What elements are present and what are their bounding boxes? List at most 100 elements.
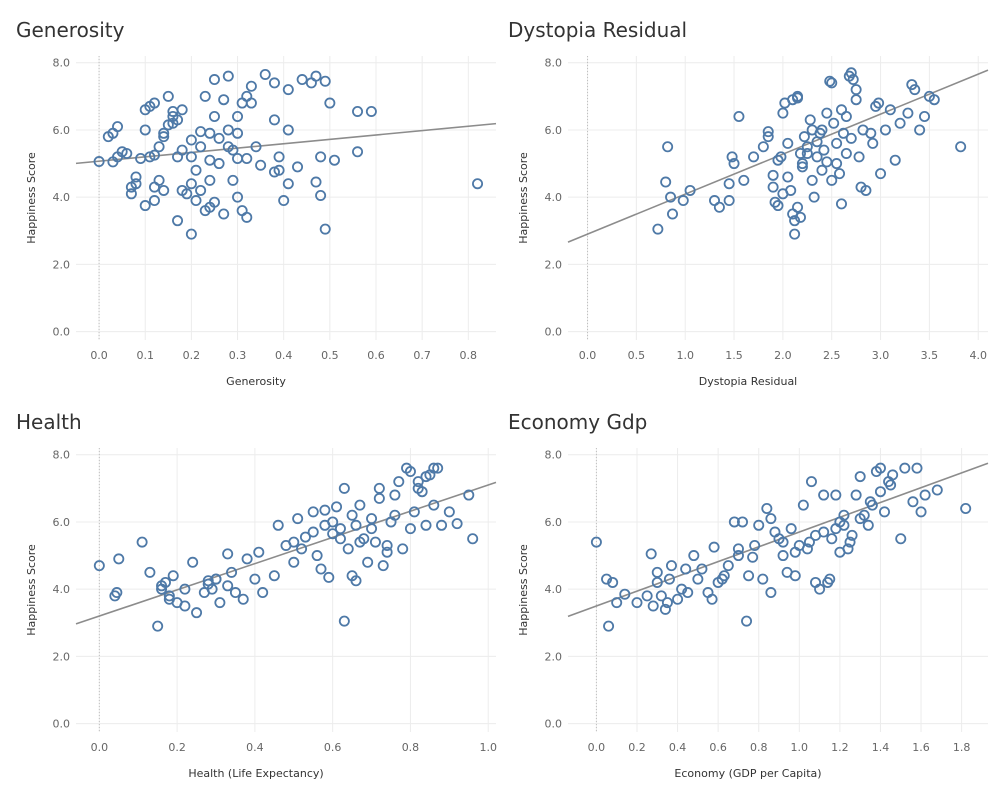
data-point xyxy=(732,550,744,562)
data-point xyxy=(420,519,432,531)
trend-line xyxy=(75,481,497,625)
data-point xyxy=(830,523,842,535)
data-point xyxy=(213,132,225,144)
data-point xyxy=(253,546,265,558)
data-point xyxy=(292,513,304,525)
data-point xyxy=(381,546,393,558)
data-point xyxy=(241,211,253,223)
data-point xyxy=(831,137,843,149)
x-tick-label: 1.0 xyxy=(676,349,694,362)
x-tick-label: 0.6 xyxy=(367,349,385,362)
data-point xyxy=(121,147,133,159)
data-point xyxy=(420,471,432,483)
data-point xyxy=(811,151,823,163)
y-tick-label: 0.0 xyxy=(545,326,563,339)
data-point xyxy=(381,539,393,551)
data-point xyxy=(762,131,774,143)
data-point xyxy=(761,502,773,514)
data-point xyxy=(162,90,174,102)
data-point xyxy=(870,100,882,112)
data-point xyxy=(772,154,784,166)
data-point xyxy=(226,566,238,578)
data-point xyxy=(874,462,886,474)
data-point xyxy=(208,196,220,208)
data-point xyxy=(850,94,862,106)
data-point xyxy=(762,126,774,138)
data-point xyxy=(798,131,810,143)
data-point xyxy=(232,110,244,122)
y-tick-label: 4.0 xyxy=(545,191,563,204)
data-point xyxy=(204,154,216,166)
x-tick-label: 2.5 xyxy=(823,349,841,362)
data-point xyxy=(821,107,833,119)
data-point xyxy=(665,191,677,203)
data-point xyxy=(794,147,806,159)
data-point xyxy=(748,151,760,163)
data-point xyxy=(647,600,659,612)
data-point xyxy=(299,531,311,543)
data-point xyxy=(728,516,740,528)
data-point xyxy=(854,471,866,483)
data-point xyxy=(738,174,750,186)
data-point xyxy=(837,127,849,139)
data-point xyxy=(268,166,280,178)
data-point xyxy=(307,526,319,538)
data-point xyxy=(801,141,813,153)
data-point xyxy=(723,178,735,190)
data-point xyxy=(821,156,833,168)
data-point xyxy=(190,164,202,176)
data-point xyxy=(310,176,322,188)
data-point xyxy=(850,489,862,501)
data-point xyxy=(631,597,643,609)
data-point xyxy=(319,504,331,516)
data-point xyxy=(884,104,896,116)
x-tick-label: 0.2 xyxy=(628,741,646,754)
data-point xyxy=(792,90,804,102)
data-point xyxy=(772,200,784,212)
data-point xyxy=(204,174,216,186)
data-point xyxy=(747,551,759,563)
data-point xyxy=(408,506,420,518)
data-point xyxy=(805,476,817,488)
panel-title: Economy Gdp xyxy=(508,410,648,434)
data-point xyxy=(775,151,787,163)
data-point xyxy=(765,587,777,599)
data-point xyxy=(676,583,688,595)
data-point xyxy=(919,489,931,501)
data-point xyxy=(777,188,789,200)
data-point xyxy=(139,200,151,212)
data-point xyxy=(826,174,838,186)
data-point xyxy=(148,97,160,109)
data-point xyxy=(660,176,672,188)
y-axis-label: Happiness Score xyxy=(517,152,530,244)
data-point xyxy=(789,215,801,227)
data-point xyxy=(797,499,809,511)
data-point xyxy=(237,593,249,605)
data-point xyxy=(324,97,336,109)
data-point xyxy=(463,489,475,501)
x-tick-label: 0.5 xyxy=(321,349,339,362)
data-point xyxy=(607,576,619,588)
data-point xyxy=(208,110,220,122)
data-point xyxy=(158,131,170,143)
data-point xyxy=(828,117,840,129)
data-point xyxy=(767,181,779,193)
data-point xyxy=(931,484,943,496)
data-point xyxy=(806,124,818,136)
data-point xyxy=(645,548,657,560)
data-point xyxy=(310,70,322,82)
data-point xyxy=(845,132,857,144)
data-point xyxy=(352,146,364,158)
data-point xyxy=(741,615,753,627)
data-point xyxy=(342,543,354,555)
x-tick-label: 0.2 xyxy=(168,741,186,754)
x-tick-label: 0.8 xyxy=(750,741,768,754)
data-point xyxy=(824,573,836,585)
data-point xyxy=(296,543,308,555)
data-point xyxy=(319,223,331,235)
data-point xyxy=(315,563,327,575)
data-point xyxy=(867,137,879,149)
generosity-panel: Generosity 0.0 0.1 0.2 0.3 0.4 0.5 0.6 0.7 0.8 0.… xyxy=(0,0,497,390)
data-point xyxy=(210,573,222,585)
data-point xyxy=(307,506,319,518)
